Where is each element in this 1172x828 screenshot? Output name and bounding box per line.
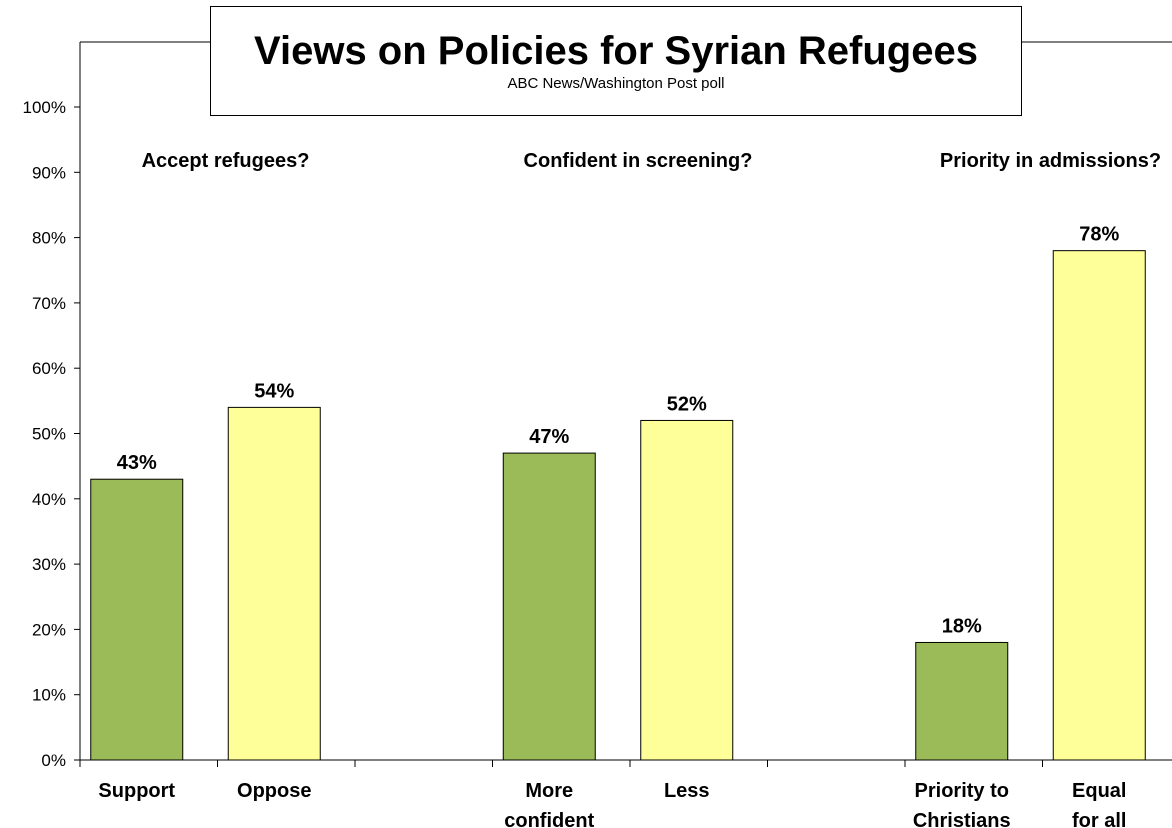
y-tick-label: 0% (41, 751, 66, 770)
bar (227, 406, 321, 761)
y-tick-label: 50% (32, 425, 66, 444)
bar-value-label: 47% (529, 426, 569, 448)
x-category-label: Equal (1072, 780, 1126, 802)
y-tick-label: 30% (32, 555, 66, 574)
bar (640, 419, 734, 761)
bar (502, 452, 596, 761)
bar (1052, 250, 1146, 761)
y-tick-label: 60% (32, 359, 66, 378)
bar (915, 641, 1009, 761)
x-category-label: More (525, 780, 573, 802)
y-tick-label: 40% (32, 490, 66, 509)
y-tick-label: 70% (32, 294, 66, 313)
x-category-label: Less (664, 780, 710, 802)
chart-subtitle: ABC News/Washington Post poll (507, 75, 725, 92)
x-category-label: Christians (913, 810, 1011, 828)
chart-title-box: Views on Policies for Syrian Refugees AB… (210, 6, 1022, 116)
x-category-label: confident (504, 810, 594, 828)
bar-value-label: 43% (117, 452, 157, 474)
x-category-label: Support (98, 780, 175, 802)
y-tick-label: 80% (32, 229, 66, 248)
bar (90, 478, 184, 761)
chart-title: Views on Policies for Syrian Refugees (254, 29, 978, 73)
bar-value-label: 78% (1079, 224, 1119, 246)
y-tick-label: 90% (32, 163, 66, 182)
x-category-label: for all (1072, 810, 1126, 828)
group-question: Priority in admissions? (940, 150, 1161, 172)
x-category-label: Priority to (915, 780, 1009, 802)
y-tick-label: 100% (23, 98, 66, 117)
bar-value-label: 54% (254, 380, 294, 402)
bar-value-label: 18% (942, 615, 982, 637)
y-tick-label: 10% (32, 686, 66, 705)
y-tick-label: 20% (32, 620, 66, 639)
group-question: Confident in screening? (524, 150, 753, 172)
bar-value-label: 52% (667, 393, 707, 415)
x-category-label: Oppose (237, 780, 311, 802)
group-question: Accept refugees? (142, 150, 310, 172)
